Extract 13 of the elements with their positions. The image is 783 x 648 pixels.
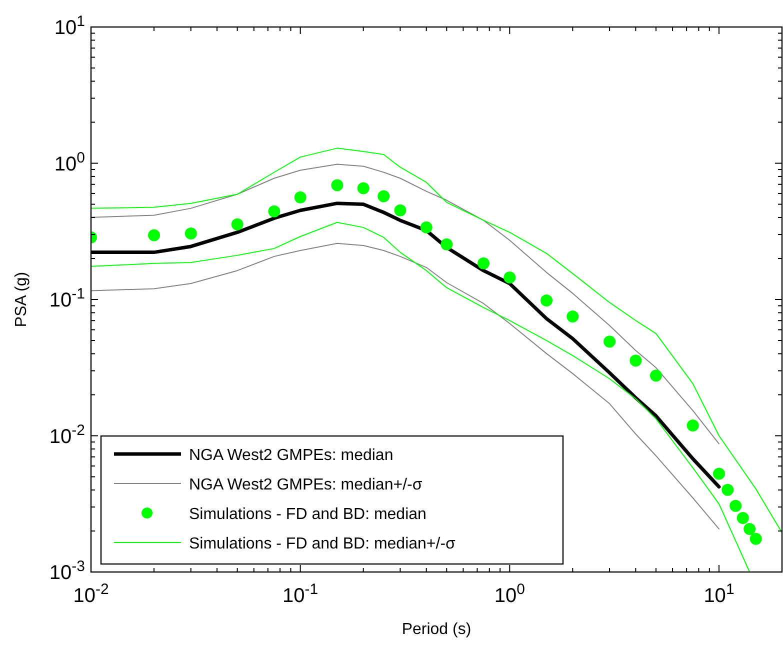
legend-label: NGA West2 GMPEs: median [189,447,394,464]
x-tick-label: 10$^{-1}$ [282,580,318,607]
x-tick-label: 10$^{0}$ [494,580,525,607]
y-axis-title: PSA (g) [13,272,30,328]
legend-label: Simulations - FD and BD: median [189,506,426,523]
y-tick-label: 10$^{-2}$ [49,421,85,448]
x-axis-title: Period (s) [402,621,472,638]
y-tick-label: 10$^{-1}$ [49,285,85,312]
legend-label: NGA West2 GMPEs: median+/-σ [189,476,422,494]
legend-label: Simulations - FD and BD: median+/-σ [189,536,456,552]
y-tick-label: 10$^{0}$ [54,148,85,176]
y-tick-label: 10$^{1}$ [54,12,85,39]
x-tick-label: 10$^{1}$ [704,580,734,607]
